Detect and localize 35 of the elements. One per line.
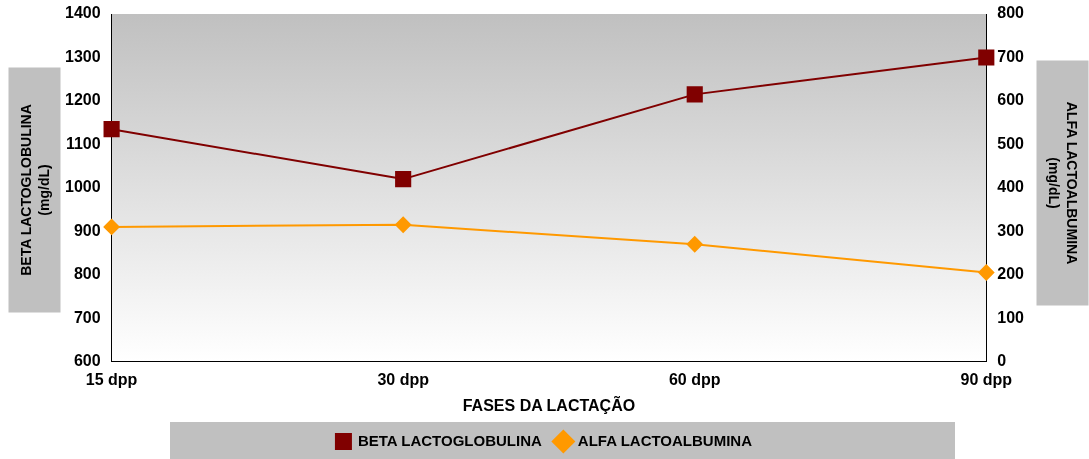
y-tick-label: 1000 [65, 178, 101, 196]
y2-tick-label: 500 [997, 134, 1025, 152]
x-tick-label: 60 dpp [668, 370, 721, 388]
y-tick-label: 700 [73, 308, 101, 326]
point [103, 218, 120, 235]
y2-tick-label: 200 [997, 265, 1025, 283]
y2-tick-label: 300 [997, 221, 1025, 239]
point [103, 121, 120, 138]
legend-label: BETA LACTOGLOBULINA [357, 431, 542, 449]
point [978, 264, 995, 281]
y-tick-label: 900 [73, 221, 101, 239]
point [395, 171, 412, 188]
y-tick-label: 800 [73, 265, 101, 283]
y-tick-label: 600 [73, 352, 101, 370]
y-tick-label: 1400 [65, 4, 101, 22]
x-tick-label: 90 dpp [960, 370, 1013, 388]
legend-label: ALFA LACTOALBUMINA [577, 431, 753, 449]
x-tick-label: 30 dpp [377, 370, 430, 388]
point [686, 86, 703, 103]
y2-tick-label: 100 [997, 308, 1025, 326]
y-tick-label: 1100 [65, 134, 101, 152]
y2-tick-label: 600 [997, 91, 1025, 109]
point [978, 49, 995, 66]
x-tick-label: 15 dpp [85, 370, 138, 388]
x-axis-title: FASES DA LACTAÇÃO [462, 394, 636, 414]
y-axis-title: BETA LACTOGLOBULINA (mg/dL) [8, 67, 61, 313]
y2-tick-label: 800 [997, 4, 1025, 22]
y2-tick-label: 0 [997, 352, 1007, 370]
y2-tick-label: 700 [997, 47, 1025, 65]
y2-axis-title: ALFA LACTOALBUMINA (mg/dL) [1036, 60, 1089, 306]
y2-tick-label: 400 [997, 178, 1025, 196]
y-tick-label: 1200 [65, 91, 101, 109]
y-tick-label: 1300 [65, 47, 101, 65]
point [395, 216, 412, 233]
point [686, 236, 703, 253]
